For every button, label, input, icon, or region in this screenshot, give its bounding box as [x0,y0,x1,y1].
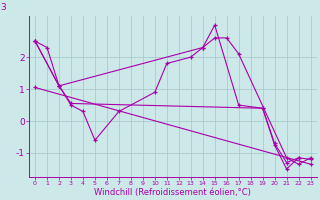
X-axis label: Windchill (Refroidissement éolien,°C): Windchill (Refroidissement éolien,°C) [94,188,251,197]
Text: 3: 3 [0,3,6,12]
